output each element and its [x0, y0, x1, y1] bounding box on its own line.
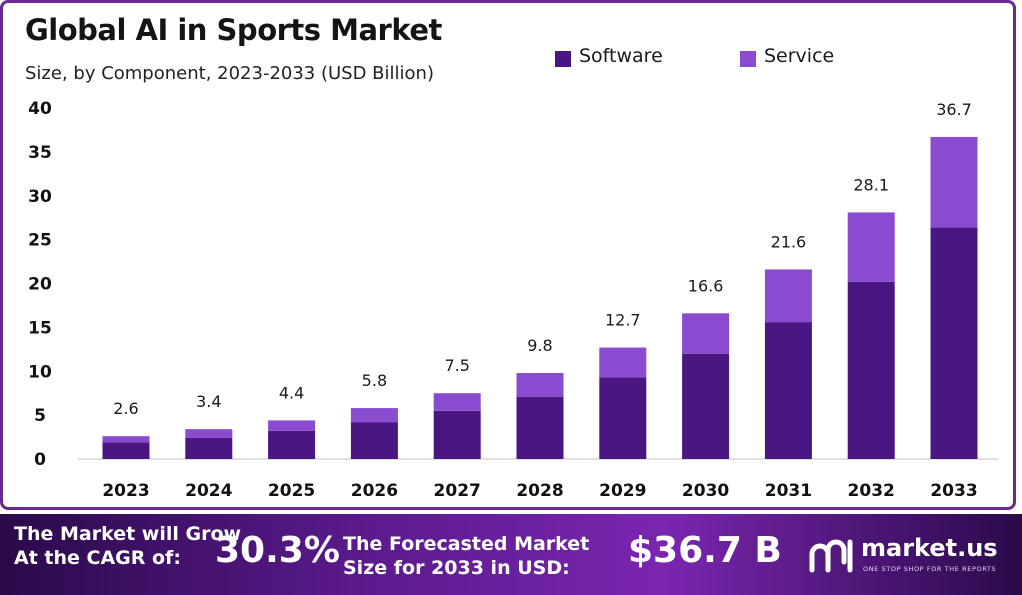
data-label-2030: 16.6 [688, 276, 724, 295]
x-tick-label-2023: 2023 [102, 481, 149, 501]
bar-service-2030 [682, 313, 730, 354]
brand-name: market.us [861, 534, 998, 562]
x-tick-label-2025: 2025 [268, 481, 315, 501]
data-label-2033: 36.7 [936, 100, 972, 119]
cagr-label: The Market will Grow At the CAGR of: [14, 523, 242, 569]
chart-card: Global AI in Sports Market Size, by Comp… [0, 0, 1016, 510]
y-tick-label: 35 [28, 143, 52, 163]
data-label-2031: 21.6 [771, 232, 807, 251]
bar-software-2033 [930, 227, 978, 459]
legend-label-software: Software [579, 45, 663, 67]
data-label-2026: 5.8 [362, 371, 387, 390]
bar-service-2023 [102, 436, 150, 443]
y-tick-label: 10 [28, 362, 52, 382]
bar-service-2027 [433, 393, 481, 411]
bar-software-2024 [185, 437, 233, 459]
x-tick-label-2027: 2027 [434, 481, 481, 501]
legend-swatch-software [555, 51, 571, 67]
x-tick-label-2030: 2030 [682, 481, 729, 501]
data-label-2027: 7.5 [444, 356, 469, 375]
brand-tagline: ONE STOP SHOP FOR THE REPORTS [863, 565, 997, 573]
bar-software-2027 [433, 410, 481, 459]
bar-software-2028 [516, 396, 564, 459]
data-label-2024: 3.4 [196, 392, 221, 411]
bar-software-2031 [764, 322, 812, 459]
legend-label-service: Service [764, 45, 835, 67]
bar-service-2033 [930, 136, 978, 228]
bar-software-2032 [847, 281, 895, 459]
bar-software-2023 [102, 442, 150, 459]
bar-service-2031 [764, 269, 812, 323]
market-us-logo-icon [809, 539, 853, 573]
bar-software-2026 [350, 422, 398, 459]
bar-service-2032 [847, 212, 895, 282]
x-tick-label-2026: 2026 [351, 481, 398, 501]
legend-swatch-service [740, 51, 756, 67]
cagr-value: 30.3% [215, 530, 340, 571]
x-tick-label-2032: 2032 [848, 481, 895, 501]
forecast-value: $36.7 B [628, 530, 782, 571]
bar-software-2029 [599, 377, 647, 459]
data-label-2029: 12.7 [605, 311, 641, 330]
bar-service-2026 [350, 408, 398, 423]
data-label-2025: 4.4 [279, 383, 304, 402]
chart-subtitle: Size, by Component, 2023-2033 (USD Billi… [25, 63, 434, 84]
footer-banner: The Market will Grow At the CAGR of: 30.… [0, 514, 1022, 595]
chart-plot: 05101520253035402.620233.420244.420255.8… [28, 99, 998, 501]
bar-software-2030 [682, 353, 730, 459]
forecast-label: The Forecasted Market Size for 2033 in U… [343, 533, 590, 579]
x-tick-label-2024: 2024 [185, 481, 232, 501]
y-tick-label: 40 [28, 99, 52, 119]
bar-software-2025 [268, 430, 316, 459]
bar-service-2029 [599, 347, 647, 378]
y-tick-label: 30 [28, 187, 52, 207]
x-tick-label-2028: 2028 [516, 481, 563, 501]
bar-service-2024 [185, 429, 233, 438]
x-tick-label-2033: 2033 [930, 481, 977, 501]
data-label-2028: 9.8 [527, 336, 552, 355]
chart-title: Global AI in Sports Market [25, 13, 442, 47]
data-label-2023: 2.6 [113, 399, 138, 418]
brand-logo: market.us ONE STOP SHOP FOR THE REPORTS [808, 534, 1018, 584]
y-tick-label: 0 [34, 450, 46, 470]
x-tick-label-2029: 2029 [599, 481, 646, 501]
y-tick-label: 5 [34, 406, 46, 426]
y-tick-label: 25 [28, 231, 52, 251]
y-tick-label: 15 [28, 318, 52, 338]
y-tick-label: 20 [28, 275, 52, 295]
data-label-2032: 28.1 [853, 175, 889, 194]
bar-service-2025 [268, 420, 316, 431]
bar-service-2028 [516, 373, 564, 397]
x-tick-label-2031: 2031 [765, 481, 812, 501]
